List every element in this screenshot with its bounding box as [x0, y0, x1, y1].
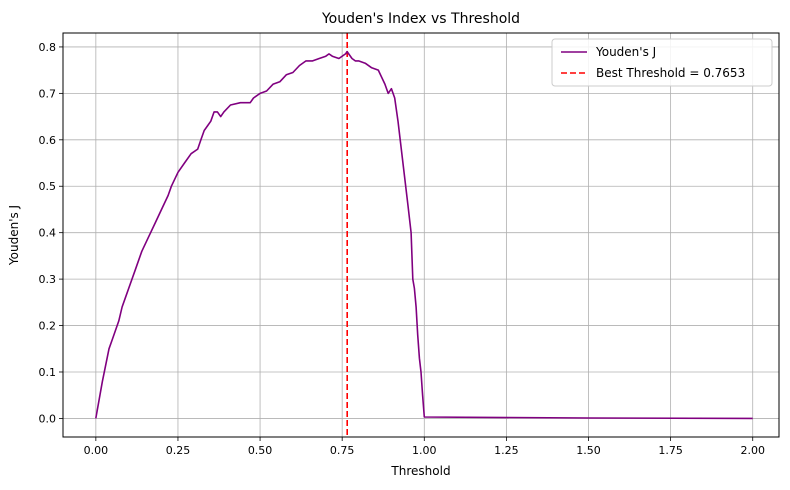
series-lines	[95, 50, 753, 420]
y-tick-label: 0.2	[39, 320, 57, 333]
grid-lines	[63, 33, 779, 437]
y-tick-label: 0.7	[39, 87, 57, 100]
y-tick-label: 0.3	[39, 273, 57, 286]
x-axis-ticks: 0.00 0.25 0.50 0.75 1.00 1.25 1.50 1.75 2.00	[84, 437, 765, 457]
x-tick-label: 0.50	[248, 444, 273, 457]
legend-label: Best Threshold = 0.7653	[596, 66, 745, 80]
chart-title: Youden's Index vs Threshold	[321, 11, 520, 27]
y-tick-label: 0.5	[39, 180, 57, 193]
youden-j-line	[95, 50, 753, 420]
plot-frame	[62, 32, 780, 438]
legend: Youden's J Best Threshold = 0.7653	[551, 38, 773, 87]
y-tick-label: 0.8	[39, 41, 57, 54]
x-tick-label: 1.50	[576, 444, 601, 457]
y-tick-label: 0.4	[39, 227, 57, 240]
y-tick-label: 0.0	[39, 412, 57, 425]
x-tick-label: 0.25	[166, 444, 191, 457]
x-tick-label: 1.25	[494, 444, 519, 457]
x-tick-label: 1.00	[412, 444, 437, 457]
legend-box	[551, 38, 773, 87]
legend-label: Youden's J	[595, 45, 656, 59]
y-tick-label: 0.1	[39, 366, 57, 379]
x-tick-label: 0.75	[330, 444, 355, 457]
y-axis-ticks: 0.0 0.1 0.2 0.3 0.4 0.5 0.6 0.7 0.8	[39, 41, 63, 425]
y-axis-label: Youden's J	[7, 205, 21, 266]
x-axis-label: Threshold	[390, 464, 450, 478]
x-tick-label: 0.00	[84, 444, 109, 457]
x-tick-label: 2.00	[740, 444, 765, 457]
x-tick-label: 1.75	[658, 444, 683, 457]
y-tick-label: 0.6	[39, 134, 57, 147]
